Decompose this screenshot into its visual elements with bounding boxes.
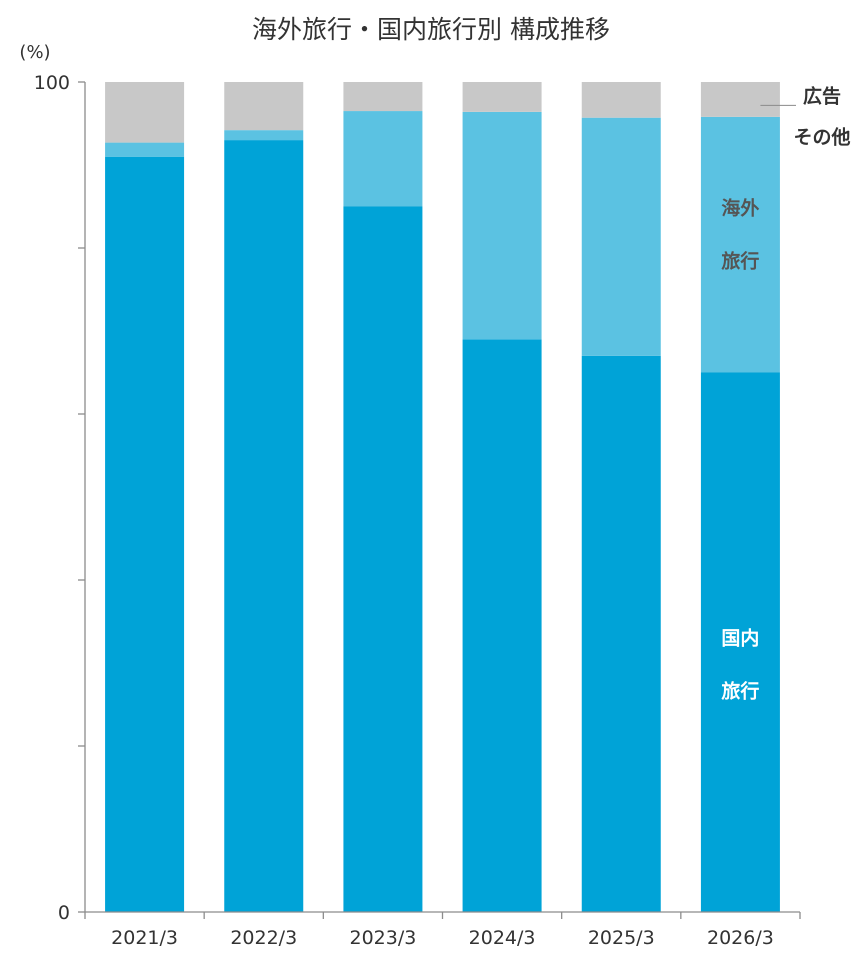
annotation-other-line1: 広告 xyxy=(803,84,841,107)
annotation-overseas-line1: 海外 xyxy=(721,197,759,220)
bars-layer xyxy=(105,82,780,913)
bar-overseas-4 xyxy=(581,117,661,356)
annotation-domestic-line2: 旅行 xyxy=(721,679,759,702)
bar-other-2 xyxy=(343,82,423,112)
x-category-label-2: 2023/3 xyxy=(349,927,416,949)
bar-other-1 xyxy=(224,82,304,131)
bar-other-0 xyxy=(105,82,185,143)
bar-domestic-3 xyxy=(462,339,542,912)
y-axis-unit: (%) xyxy=(19,42,50,63)
x-category-label-5: 2026/3 xyxy=(707,927,774,949)
bar-other-5 xyxy=(700,82,780,117)
annotation-layer: 広告 その他 海外 旅行 国内 旅行 xyxy=(721,84,850,702)
bar-domestic-0 xyxy=(105,156,185,912)
x-category-label-0: 2021/3 xyxy=(111,927,178,949)
bar-domestic-2 xyxy=(343,206,423,912)
bar-overseas-2 xyxy=(343,111,423,207)
x-category-label-1: 2022/3 xyxy=(230,927,297,949)
annotation-overseas-line2: 旅行 xyxy=(721,250,759,273)
labels-layer: 0 100 2021/3 2022/3 2023/3 2024/3 2025/3 2026/3 xyxy=(34,72,774,949)
annotation-other-line2: その他 xyxy=(793,125,850,148)
bar-overseas-5 xyxy=(700,116,780,373)
bar-overseas-3 xyxy=(462,111,542,340)
bar-other-3 xyxy=(462,82,542,112)
bar-other-4 xyxy=(581,82,661,118)
bar-overseas-0 xyxy=(105,142,185,157)
x-category-label-3: 2024/3 xyxy=(469,927,536,949)
annotation-domestic-line1: 国内 xyxy=(721,626,759,649)
bar-overseas-1 xyxy=(224,130,304,141)
chart-title: 海外旅行・国内旅行別 構成推移 xyxy=(252,15,610,44)
bar-domestic-1 xyxy=(224,140,304,913)
axes-layer xyxy=(78,81,801,919)
bar-domestic-5 xyxy=(700,372,780,912)
bar-domestic-4 xyxy=(581,355,661,912)
y-tick-label-0: 0 xyxy=(58,902,70,924)
x-category-label-4: 2025/3 xyxy=(588,927,655,949)
y-tick-label-100: 100 xyxy=(34,72,70,94)
